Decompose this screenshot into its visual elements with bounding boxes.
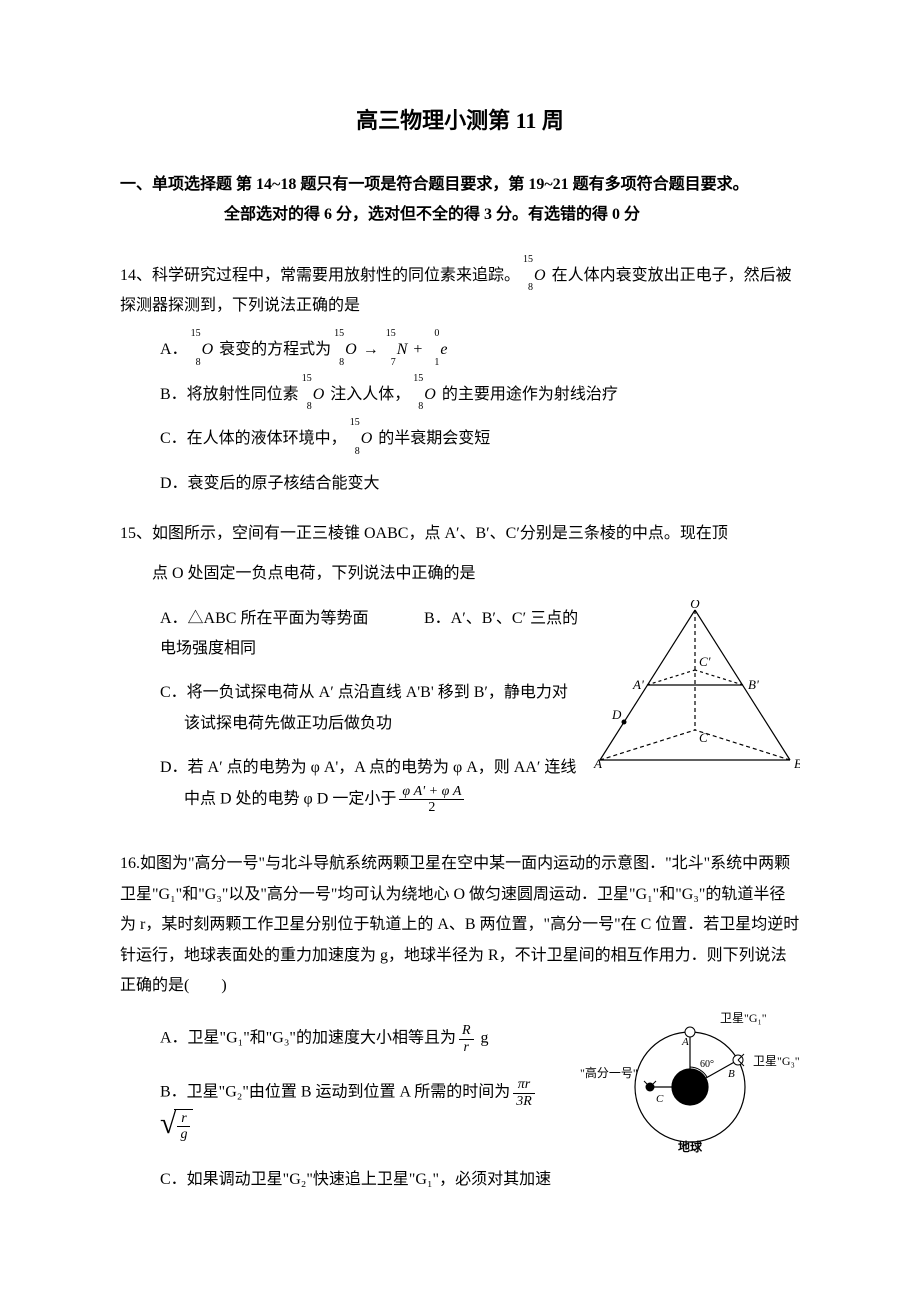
label-D: D: [611, 707, 622, 722]
q14-stem: 14、科学研究过程中，常需要用放射性的同位素来追踪。158O 在人体内衰变放出正…: [120, 261, 800, 322]
label-Bb: B: [728, 1068, 735, 1080]
q14-stem-prefix: 14、科学研究过程中，常需要用放射性的同位素来追踪。: [120, 267, 520, 284]
label-Cc: C: [656, 1093, 664, 1105]
q16-b-sqrt: √rg: [160, 1109, 193, 1143]
nuclide-o15: 158O: [520, 261, 548, 291]
q16-option-c: C．如果调动卫星"G₂"快速追上卫星"G₁"，必须对其加速: [160, 1165, 800, 1195]
label-C: C: [699, 730, 708, 745]
instructions-line2: 全部选对的得 6 分，选对但不全的得 3 分。有选错的得 0 分: [120, 200, 800, 230]
label-earth: 地球: [678, 1139, 703, 1154]
q14-option-b: B．将放射性同位素158O 注入人体，158O 的主要用途作为射线治疗: [160, 380, 800, 410]
label-Oo: O: [693, 1093, 701, 1105]
label-Bp: B': [748, 677, 759, 692]
label-B: B: [794, 756, 800, 770]
label-O: O: [690, 600, 700, 611]
question-14: 14、科学研究过程中，常需要用放射性的同位素来追踪。158O 在人体内衰变放出正…: [120, 261, 800, 499]
nuclide-o15-b1: 158O: [299, 380, 327, 410]
question-15: 15、如图所示，空间有一正三棱锥 OABC，点 A′、B′、C′分别是三条棱的中…: [120, 519, 800, 830]
nuclide-o15-b2: 158O: [410, 380, 438, 410]
q15-stem1: 15、如图所示，空间有一正三棱锥 OABC，点 A′、B′、C′分别是三条棱的中…: [120, 519, 800, 549]
nuclide-e: 01e: [426, 335, 449, 365]
q16-stem: 16.如图为"高分一号"与北斗导航系统两颗卫星在空中某一面内运动的示意图．"北斗…: [120, 849, 800, 1001]
q16-figure: 卫星"G₁" 卫星"G₃" "高分一号" 地球 A B C O 60°: [580, 1007, 800, 1168]
nuclide-o15-a1: 158O: [188, 335, 216, 365]
label-g3: 卫星"G₃": [753, 1054, 800, 1068]
nuclide-n15: 157N: [383, 335, 410, 365]
nuclide-o15-a2: 158O: [331, 335, 359, 365]
q14-option-d: D．衰变后的原子核结合能变大: [160, 469, 800, 499]
label-Cp: C': [699, 654, 711, 669]
section-instructions: 一、单项选择题 第 14~18 题只有一项是符合题目要求，第 19~21 题有多…: [120, 170, 800, 231]
label-Ap: A': [632, 677, 644, 692]
label-Aa: A: [681, 1036, 689, 1048]
q15-figure: O A B C A' B' C' D: [590, 600, 800, 781]
label-gaofen: "高分一号": [580, 1065, 638, 1080]
q14-option-a: A．158O 衰变的方程式为158O → 157N + 01e: [160, 335, 800, 365]
q15-d-fraction: φ A' + φ A2: [399, 784, 464, 816]
instructions-line1: 一、单项选择题 第 14~18 题只有一项是符合题目要求，第 19~21 题有多…: [120, 170, 800, 200]
q16-b-fraction1: πr3R: [513, 1077, 535, 1109]
label-A: A: [593, 756, 602, 770]
label-g1: 卫星"G₁": [720, 1011, 767, 1025]
label-angle: 60°: [700, 1059, 714, 1070]
q15-stem2: 点 O 处固定一负点电荷，下列说法中正确的是: [120, 559, 800, 589]
nuclide-o15-c: 158O: [347, 424, 375, 454]
q15-option-a: A．△ABC 所在平面为等势面: [160, 604, 420, 634]
page-title: 高三物理小测第 11 周: [120, 100, 800, 142]
question-16: 16.如图为"高分一号"与北斗导航系统两颗卫星在空中某一面内运动的示意图．"北斗…: [120, 849, 800, 1217]
q16-a-fraction: Rr: [459, 1023, 474, 1055]
q14-option-c: C．在人体的液体环境中，158O 的半衰期会变短: [160, 424, 800, 454]
